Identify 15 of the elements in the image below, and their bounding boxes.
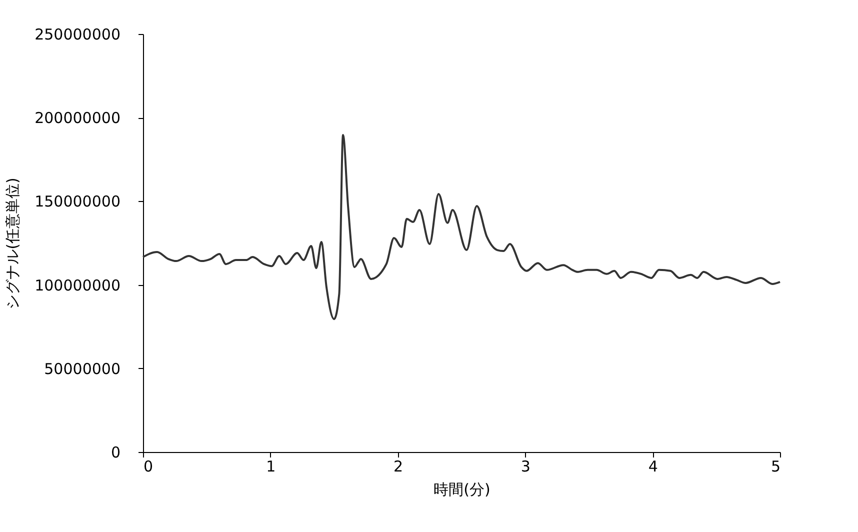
y-tick-label: 200000000 [34,109,120,128]
x-tick-label: 1 [266,458,276,476]
y-tick-label: 150000000 [34,192,120,211]
x-tick-label: 3 [520,458,530,476]
x-tick-label: 2 [394,458,404,476]
y-tick-label: 250000000 [34,26,120,44]
y-axis-title: シグナル(任意単位) [4,178,22,310]
y-tick-label: 100000000 [34,276,120,294]
x-tick-label: 4 [648,458,658,476]
x-tick-label: 0 [144,458,154,476]
y-tick-label: 0 [110,444,120,462]
y-tick-label: 50000000 [44,360,120,378]
line-series [142,134,781,320]
x-axis-title: 時間(分) [434,480,490,498]
x-tick-label: 5 [770,458,780,476]
